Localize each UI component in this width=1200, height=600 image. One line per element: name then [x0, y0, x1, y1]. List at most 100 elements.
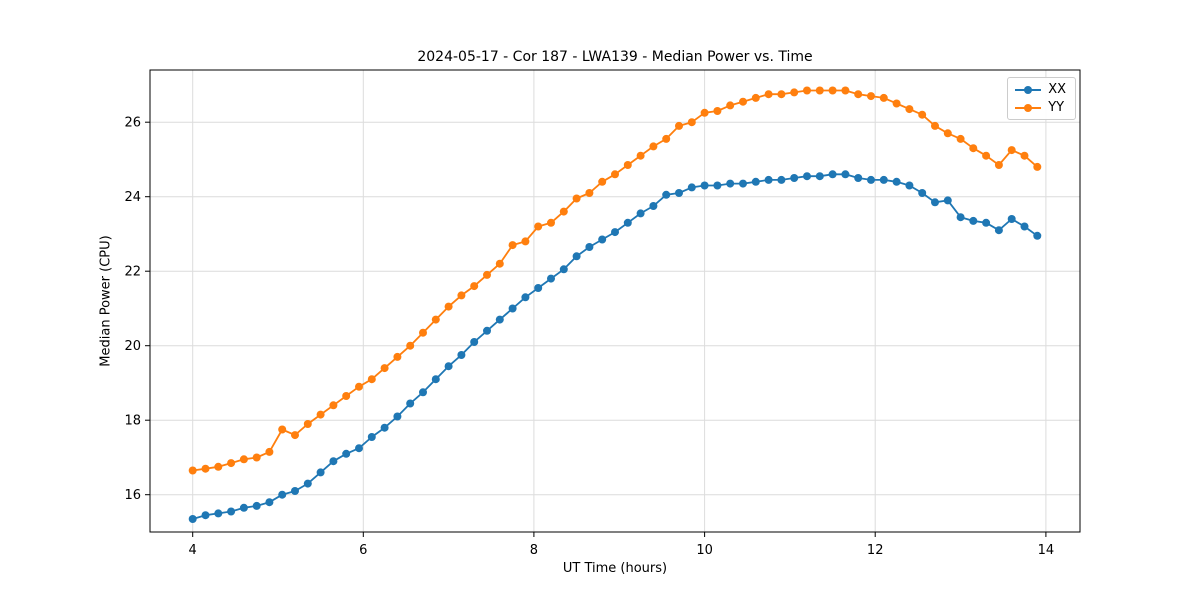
data-marker-xx [406, 399, 415, 408]
data-marker-xx [598, 235, 607, 244]
data-marker-xx [457, 351, 466, 359]
data-marker-xx [303, 479, 312, 488]
data-marker-xx [713, 181, 722, 190]
data-marker-yy [764, 90, 773, 99]
data-marker-xx [751, 177, 760, 186]
data-marker-xx [777, 175, 786, 184]
data-marker-xx [431, 375, 440, 384]
x-tick-label: 10 [696, 543, 713, 558]
data-marker-yy [623, 161, 632, 169]
data-marker-xx [611, 228, 619, 237]
data-marker-yy [687, 118, 696, 127]
data-marker-xx [355, 444, 363, 453]
data-marker-yy [892, 99, 901, 108]
axes-spines [149, 69, 1081, 533]
data-marker-yy [790, 88, 799, 97]
data-marker-yy [982, 151, 991, 160]
data-marker-yy [777, 90, 786, 99]
data-marker-xx [892, 177, 901, 186]
data-marker-yy [431, 315, 440, 324]
data-marker-xx [291, 487, 299, 495]
data-marker-xx [943, 196, 952, 205]
data-marker-yy [726, 101, 735, 110]
legend-label-yy: YY [1048, 100, 1065, 115]
data-marker-xx [854, 174, 863, 182]
data-marker-yy [1020, 151, 1029, 160]
data-marker-xx [662, 190, 671, 199]
data-marker-yy [342, 392, 351, 400]
data-marker-xx [687, 183, 696, 192]
legend-item-xx: XX [1015, 83, 1066, 96]
data-marker-xx [239, 503, 248, 512]
data-marker-yy [841, 86, 850, 95]
data-marker-yy [406, 341, 415, 350]
x-tick-label: 6 [359, 543, 367, 558]
data-marker-yy [316, 410, 325, 419]
data-marker-xx [956, 213, 965, 222]
data-marker-yy [227, 459, 236, 468]
data-marker-xx [726, 179, 735, 188]
data-marker-yy [188, 466, 197, 475]
data-marker-xx [1007, 215, 1016, 223]
data-marker-xx [982, 218, 991, 227]
data-marker-yy [956, 134, 965, 143]
data-marker-yy [278, 425, 287, 434]
data-marker-yy [239, 455, 248, 464]
data-marker-xx [329, 457, 338, 466]
x-tick-label: 8 [530, 543, 538, 558]
data-marker-xx [227, 507, 236, 516]
data-marker-xx [828, 170, 837, 179]
data-marker-xx [572, 252, 581, 261]
data-marker-yy [815, 86, 824, 95]
data-marker-yy [495, 259, 504, 268]
data-marker-yy [291, 431, 299, 440]
data-marker-xx [559, 265, 568, 274]
gridlines [150, 70, 1080, 532]
data-marker-yy [1007, 146, 1016, 155]
y-tick-label: 16 [124, 488, 141, 503]
data-marker-xx [1033, 231, 1042, 240]
x-tick-label: 12 [867, 543, 884, 558]
data-marker-yy [636, 151, 645, 160]
data-marker-xx [841, 170, 850, 179]
data-marker-yy [943, 129, 952, 138]
data-marker-xx [739, 179, 747, 188]
data-marker-xx [803, 172, 811, 181]
data-marker-xx [521, 293, 530, 302]
data-marker-xx [905, 181, 914, 190]
data-marker-yy [611, 170, 619, 179]
data-marker-xx [252, 501, 261, 510]
data-marker-xx [764, 175, 773, 184]
data-marker-xx [419, 388, 427, 397]
data-marker-xx [1020, 222, 1029, 231]
data-marker-yy [329, 401, 338, 410]
legend-label-xx: XX [1048, 82, 1066, 97]
data-marker-yy [367, 375, 376, 384]
data-marker-yy [508, 241, 517, 250]
legend: XX YY [1007, 77, 1076, 120]
data-marker-yy [828, 86, 837, 95]
data-marker-xx [547, 274, 555, 283]
data-marker-yy [470, 282, 479, 291]
data-marker-xx [649, 202, 658, 210]
data-marker-yy [649, 142, 658, 151]
data-marker-yy [393, 352, 402, 361]
data-marker-yy [713, 107, 722, 115]
data-marker-yy [355, 382, 363, 391]
y-tick-label: 24 [124, 190, 141, 205]
y-tick-label: 26 [124, 116, 141, 131]
data-marker-yy [380, 364, 389, 373]
data-marker-xx [265, 498, 274, 507]
data-marker-xx [931, 198, 939, 207]
legend-marker-icon-xx [1024, 85, 1033, 94]
data-marker-yy [1033, 162, 1042, 171]
x-axis-label: UT Time (hours) [562, 561, 668, 576]
legend-line-sample-yy [1015, 103, 1042, 112]
data-marker-yy [201, 464, 210, 473]
data-marker-xx [700, 181, 709, 190]
series-line-xx [192, 173, 1038, 520]
y-tick-label: 20 [124, 339, 141, 354]
data-marker-yy [918, 110, 927, 119]
series-yy [188, 86, 1042, 475]
